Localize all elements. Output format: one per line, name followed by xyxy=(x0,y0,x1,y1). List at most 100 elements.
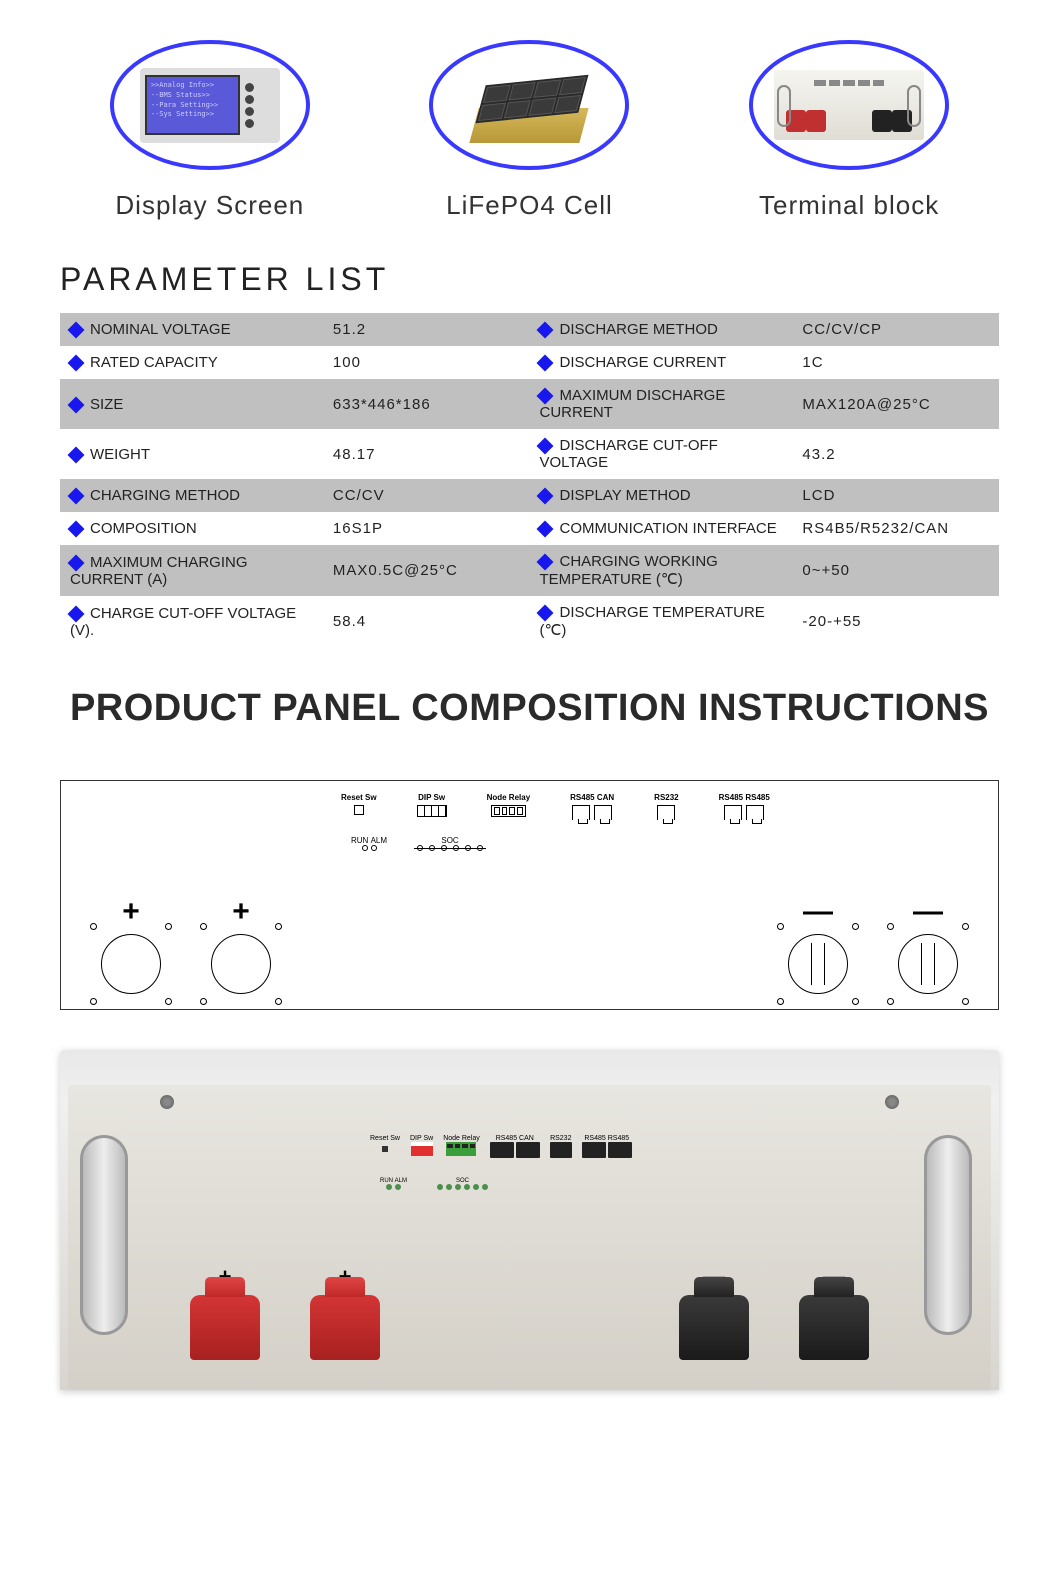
param-label-left: MAXIMUM CHARGING CURRENT (A) xyxy=(60,545,323,596)
photo-rs232-icon xyxy=(550,1142,572,1158)
lifepo4-cell-icon xyxy=(429,40,629,170)
photo-rs485can-label: RS485 CAN xyxy=(496,1135,534,1142)
param-row: CHARGE CUT-OFF VOLTAGE (V).58.4DISCHARGE… xyxy=(60,596,999,647)
param-label-left: RATED CAPACITY xyxy=(60,346,323,379)
photo-rs485-icon xyxy=(582,1142,632,1158)
param-row: RATED CAPACITY100DISCHARGE CURRENT1C xyxy=(60,346,999,379)
param-label-right: CHARGING WORKING TEMPERATURE (℃) xyxy=(529,545,792,596)
param-value-left: 633*446*186 xyxy=(323,379,530,429)
param-row: MAXIMUM CHARGING CURRENT (A)MAX0.5C@25°C… xyxy=(60,545,999,596)
feature-label: LiFePO4 Cell xyxy=(446,190,613,221)
param-label-left: COMPOSITION xyxy=(60,512,323,545)
param-value-right: 0~+50 xyxy=(792,545,999,596)
rs485-rs485-label: RS485 RS485 xyxy=(719,793,770,802)
param-row: WEIGHT48.17DISCHARGE CUT-OFF VOLTAGE43.2 xyxy=(60,429,999,479)
param-label-left: SIZE xyxy=(60,379,323,429)
photo-reset-icon xyxy=(382,1146,388,1152)
param-row: NOMINAL VOLTAGE51.2DISCHARGE METHODCC/CV… xyxy=(60,313,999,346)
photo-relay-icon xyxy=(446,1142,476,1156)
rs485-can-label: RS485 CAN xyxy=(570,793,614,802)
param-label-left: NOMINAL VOLTAGE xyxy=(60,313,323,346)
param-label-left: CHARGE CUT-OFF VOLTAGE (V). xyxy=(60,596,323,647)
param-label-right: DISCHARGE CUT-OFF VOLTAGE xyxy=(529,429,792,479)
dip-sw-label: DIP Sw xyxy=(418,793,445,802)
photo-pos-terminal-2: + xyxy=(310,1264,380,1360)
photo-neg-terminal-1: — xyxy=(679,1264,749,1360)
features-row: >>Analog Info>> --BMS Status>> --Para Se… xyxy=(60,40,999,221)
panel-composition-title: PRODUCT PANEL COMPOSITION INSTRUCTIONS xyxy=(60,687,999,730)
node-relay-label: Node Relay xyxy=(487,793,531,802)
dip-switch-icon xyxy=(417,805,447,817)
feature-lifepo4-cell: LiFePO4 Cell xyxy=(429,40,629,221)
panel-line-diagram: Reset Sw DIP Sw Node Relay RS485 CAN RS2… xyxy=(60,780,999,1010)
rs485-ports-icon xyxy=(724,805,764,820)
rs232-port-icon xyxy=(657,805,675,820)
param-label-right: DISCHARGE CURRENT xyxy=(529,346,792,379)
photo-dip-label: DIP Sw xyxy=(410,1135,433,1142)
param-label-right: COMMUNICATION INTERFACE xyxy=(529,512,792,545)
param-value-right: 43.2 xyxy=(792,429,999,479)
param-value-left: 48.17 xyxy=(323,429,530,479)
plus-sign: + xyxy=(122,895,140,929)
param-value-left: 51.2 xyxy=(323,313,530,346)
positive-terminal-1: + xyxy=(101,895,161,994)
param-value-right: RS4B5/R5232/CAN xyxy=(792,512,999,545)
reset-switch-icon xyxy=(354,805,364,815)
screw-icon xyxy=(160,1095,174,1109)
photo-pos-terminal-1: + xyxy=(190,1264,260,1360)
parameter-list-title: PARAMETER LIST xyxy=(60,261,999,298)
photo-reset-label: Reset Sw xyxy=(370,1135,400,1142)
param-value-right: -20-+55 xyxy=(792,596,999,647)
param-value-left: 16S1P xyxy=(323,512,530,545)
photo-rs485-label: RS485 RS485 xyxy=(584,1135,629,1142)
terminal-block-icon xyxy=(749,40,949,170)
rs485-can-ports-icon xyxy=(572,805,612,820)
negative-terminal-1: — xyxy=(788,895,848,994)
param-label-left: CHARGING METHOD xyxy=(60,479,323,512)
lcd-line: --Sys Setting>> xyxy=(151,110,234,120)
param-row: CHARGING METHODCC/CVDISPLAY METHODLCD xyxy=(60,479,999,512)
negative-terminal-2: — xyxy=(898,895,958,994)
param-label-right: DISCHARGE TEMPERATURE (℃) xyxy=(529,596,792,647)
param-value-right: LCD xyxy=(792,479,999,512)
product-photo: Reset Sw DIP Sw Node Relay RS485 CAN RS2… xyxy=(60,1050,999,1390)
photo-neg-terminal-2: — xyxy=(799,1264,869,1360)
param-value-left: MAX0.5C@25°C xyxy=(323,545,530,596)
minus-sign: — xyxy=(913,895,943,929)
param-value-right: 1C xyxy=(792,346,999,379)
feature-terminal-block: Terminal block xyxy=(749,40,949,221)
node-relay-icon xyxy=(491,805,526,817)
lcd-line: --Para Setting>> xyxy=(151,101,234,111)
screw-icon xyxy=(885,1095,899,1109)
param-row: SIZE633*446*186MAXIMUM DISCHARGE CURRENT… xyxy=(60,379,999,429)
param-value-right: MAX120A@25°C xyxy=(792,379,999,429)
lcd-line: >>Analog Info>> xyxy=(151,81,234,91)
param-value-left: 100 xyxy=(323,346,530,379)
feature-label: Display Screen xyxy=(115,190,304,221)
plus-sign: + xyxy=(232,895,250,929)
parameter-table: NOMINAL VOLTAGE51.2DISCHARGE METHODCC/CV… xyxy=(60,313,999,647)
lcd-line: --BMS Status>> xyxy=(151,91,234,101)
minus-sign: — xyxy=(803,895,833,929)
param-label-left: WEIGHT xyxy=(60,429,323,479)
alm-led-icon xyxy=(371,845,377,851)
param-value-left: 58.4 xyxy=(323,596,530,647)
photo-rs232-label: RS232 xyxy=(550,1135,571,1142)
positive-terminal-2: + xyxy=(211,895,271,994)
soc-indicator-icon xyxy=(417,845,483,851)
feature-label: Terminal block xyxy=(759,190,939,221)
run-label: RUN xyxy=(351,836,368,845)
param-value-right: CC/CV/CP xyxy=(792,313,999,346)
rs232-label: RS232 xyxy=(654,793,678,802)
run-led-icon xyxy=(362,845,368,851)
alm-label: ALM xyxy=(371,836,387,845)
reset-sw-label: Reset Sw xyxy=(341,793,377,802)
soc-label: SOC xyxy=(441,836,458,845)
photo-dip-icon xyxy=(411,1142,433,1156)
photo-rs485can-icon xyxy=(490,1142,540,1158)
param-label-right: DISCHARGE METHOD xyxy=(529,313,792,346)
param-row: COMPOSITION16S1PCOMMUNICATION INTERFACER… xyxy=(60,512,999,545)
param-label-right: DISPLAY METHOD xyxy=(529,479,792,512)
photo-relay-label: Node Relay xyxy=(443,1135,480,1142)
display-screen-icon: >>Analog Info>> --BMS Status>> --Para Se… xyxy=(110,40,310,170)
